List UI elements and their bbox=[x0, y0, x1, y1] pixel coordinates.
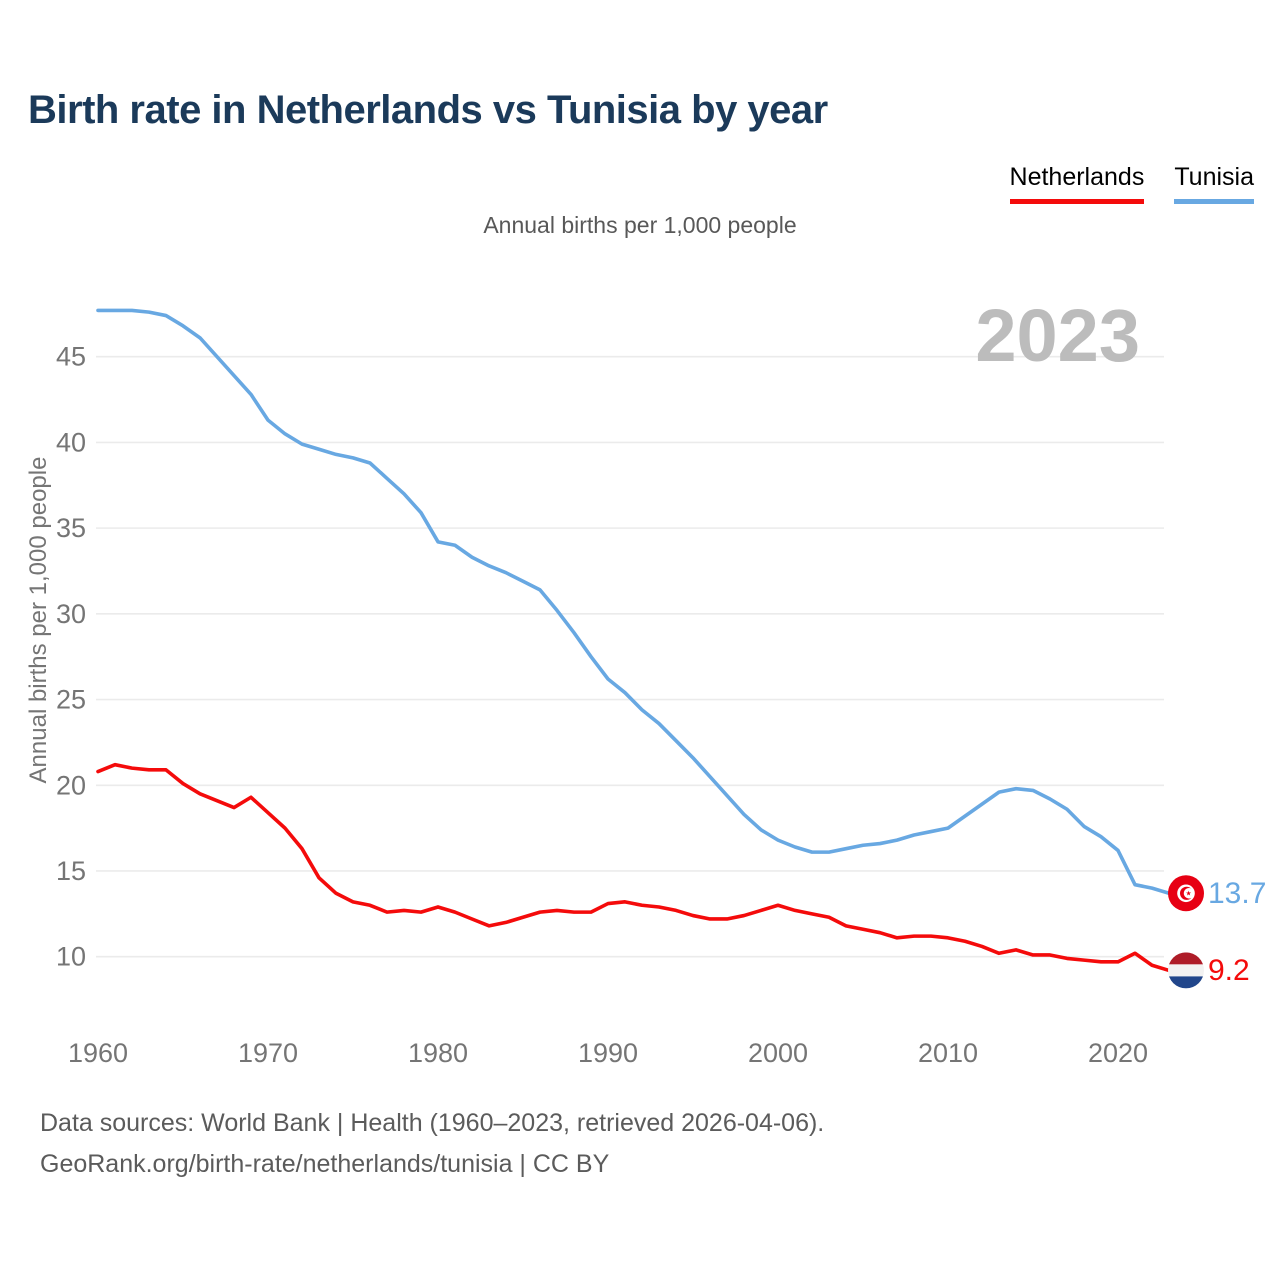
netherlands-line bbox=[96, 762, 1171, 973]
legend-item-tunisia[interactable]: Tunisia bbox=[1174, 163, 1254, 204]
watermark-year: 2023 bbox=[975, 294, 1140, 377]
tunisia-flag-icon bbox=[1168, 875, 1204, 912]
x-tick-label: 2000 bbox=[748, 1038, 808, 1068]
y-tick-label: 40 bbox=[56, 427, 86, 457]
y-tick-label: 45 bbox=[56, 342, 86, 372]
tunisia-end-value: 13.7 bbox=[1208, 877, 1266, 910]
x-tick-label: 1970 bbox=[238, 1038, 298, 1068]
footer-attribution: GeoRank.org/birth-rate/netherlands/tunis… bbox=[40, 1150, 610, 1178]
page-title: Birth rate in Netherlands vs Tunisia by … bbox=[28, 88, 828, 132]
gridlines bbox=[96, 355, 1164, 958]
legend-item-netherlands[interactable]: Netherlands bbox=[1009, 163, 1145, 204]
x-tick-label: 2020 bbox=[1088, 1038, 1148, 1068]
y-tick-label: 20 bbox=[56, 770, 86, 800]
x-tick-label: 1980 bbox=[408, 1038, 468, 1068]
x-tick-label: 1990 bbox=[578, 1038, 638, 1068]
x-tick-label: 2010 bbox=[918, 1038, 978, 1068]
legend: Netherlands Tunisia bbox=[1009, 163, 1254, 204]
netherlands-end-value: 9.2 bbox=[1208, 954, 1250, 987]
y-axis-title: Annual births per 1,000 people bbox=[25, 457, 52, 784]
footer: Data sources: World Bank | Health (1960–… bbox=[40, 1103, 824, 1185]
y-tick-label: 10 bbox=[56, 942, 86, 972]
x-axis-tick-labels: 1960 1970 1980 1990 2000 2010 2020 bbox=[68, 1038, 1148, 1068]
y-tick-label: 35 bbox=[56, 513, 86, 543]
x-tick-label: 1960 bbox=[68, 1038, 128, 1068]
y-axis-tick-labels: 10 15 20 25 30 35 40 45 bbox=[56, 342, 86, 972]
y-tick-label: 15 bbox=[56, 856, 86, 886]
y-tick-label: 30 bbox=[56, 599, 86, 629]
series-lines bbox=[96, 308, 1171, 973]
chart-subtitle: Annual births per 1,000 people bbox=[483, 212, 797, 238]
y-tick-label: 25 bbox=[56, 685, 86, 715]
netherlands-flag-icon bbox=[1168, 952, 1204, 989]
footer-data-sources: Data sources: World Bank | Health (1960–… bbox=[40, 1109, 825, 1137]
tunisia-line bbox=[96, 308, 1171, 896]
